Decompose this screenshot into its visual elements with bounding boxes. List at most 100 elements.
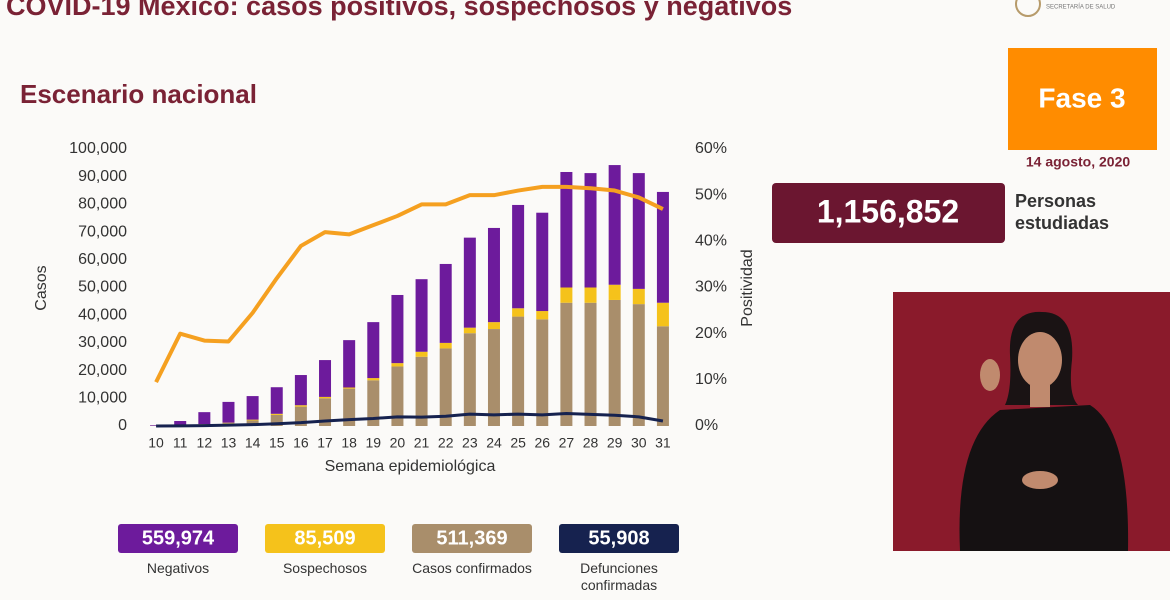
bar-segment xyxy=(367,378,380,381)
x-tick-label: 20 xyxy=(390,435,406,451)
y2-tick-label: 40% xyxy=(695,233,727,250)
y-tick-label: 30,000 xyxy=(78,334,127,351)
bar-segment xyxy=(367,322,380,379)
summary-label: Negativos xyxy=(146,560,210,576)
x-tick-label: 24 xyxy=(486,435,502,451)
bar-segment xyxy=(656,191,669,303)
x-tick-label: 12 xyxy=(197,435,213,451)
line xyxy=(156,412,664,428)
studied-box xyxy=(772,183,1005,243)
bar-segment xyxy=(536,319,549,426)
bar-segment xyxy=(391,366,404,426)
bar-segment xyxy=(608,165,621,285)
y-tick-label: 60,000 xyxy=(78,251,127,268)
summary-box xyxy=(412,524,532,553)
summary-box xyxy=(265,524,385,553)
bar-segment xyxy=(270,387,283,414)
bar-segment xyxy=(319,396,332,399)
y-tick-label: 40,000 xyxy=(78,306,127,323)
bar-segment xyxy=(439,263,452,343)
summary-value: 559,974 xyxy=(142,527,215,549)
bar-segment xyxy=(294,405,307,407)
phase-box xyxy=(1008,48,1157,150)
bar-segment xyxy=(632,304,645,426)
bar-segment xyxy=(270,414,283,426)
y-tick-label: 20,000 xyxy=(78,362,127,379)
bar-segment xyxy=(560,171,573,288)
bar-segment xyxy=(608,299,621,426)
bar-segment xyxy=(174,421,187,426)
bar-segment xyxy=(246,419,259,421)
agency: SECRETARÍA DE SALUD xyxy=(1046,4,1116,11)
y2-tick-label: 50% xyxy=(695,186,727,203)
x-tick-label: 21 xyxy=(414,435,430,451)
bar-segment xyxy=(439,342,452,349)
bar-segment xyxy=(415,351,428,357)
bar-segment xyxy=(463,333,476,426)
y-tick-label: 10,000 xyxy=(78,390,127,407)
chart-subtitle: Escenario nacional xyxy=(20,79,257,109)
x-tick-label: 11 xyxy=(173,435,188,451)
y2-tick-label: 10% xyxy=(695,371,727,388)
bar-segment xyxy=(367,380,380,426)
y-tick-label: 100,000 xyxy=(69,140,127,157)
x-tick-label: 31 xyxy=(655,435,671,451)
y-tick-label: 0 xyxy=(118,417,127,434)
summary-value: 511,369 xyxy=(436,527,507,549)
x-tick-label: 28 xyxy=(583,435,599,451)
slide-title: COVID-19 México: casos positivos, sospec… xyxy=(6,0,792,21)
x-tick-label: 30 xyxy=(631,435,647,451)
bar-segment xyxy=(343,388,356,426)
bar-segment xyxy=(584,287,597,303)
interpreter-video xyxy=(893,292,1170,551)
x-axis-label: Semana epidemiológica xyxy=(325,458,496,475)
x-tick-label: 15 xyxy=(269,435,285,451)
y-axis-label: Casos xyxy=(33,265,50,310)
y2-tick-label: 20% xyxy=(695,325,727,342)
logo xyxy=(1015,0,1041,17)
bar-segment xyxy=(343,387,356,389)
bar-segment xyxy=(319,360,332,397)
bar-segment xyxy=(536,311,549,320)
x-tick-label: 16 xyxy=(293,435,309,451)
summary-value: 85,509 xyxy=(294,527,355,549)
bar-segment xyxy=(463,237,476,328)
x-tick-label: 23 xyxy=(462,435,478,451)
bar-segment xyxy=(487,329,500,426)
bar-segment xyxy=(415,356,428,426)
bar-segment xyxy=(270,413,283,415)
date: 14 agosto, 2020 xyxy=(1026,154,1130,170)
y2-tick-label: 60% xyxy=(695,140,727,157)
y-tick-label: 80,000 xyxy=(78,196,127,213)
bar-segment xyxy=(391,294,404,364)
x-tick-label: 29 xyxy=(607,435,623,451)
bar-segment xyxy=(560,287,573,303)
y-tick-label: 50,000 xyxy=(78,279,127,296)
bar-segment xyxy=(487,322,500,330)
summary-label: Sospechosos xyxy=(282,560,368,576)
studied-total: 1,156,852 xyxy=(817,193,959,229)
summary-box xyxy=(118,524,238,553)
x-tick-label: 22 xyxy=(438,435,454,451)
y2-tick-label: 30% xyxy=(695,279,727,296)
bar-segment xyxy=(246,396,259,420)
x-tick-label: 14 xyxy=(245,435,261,451)
bar-segment xyxy=(632,173,645,289)
y2-axis-label: Positividad xyxy=(739,249,756,326)
summary-label: Defunciones confirmadas xyxy=(580,560,658,593)
bar-segment xyxy=(463,327,476,334)
summary-box xyxy=(559,524,679,553)
summary-value: 55,908 xyxy=(588,527,649,549)
bar-segment xyxy=(632,288,645,305)
bar-segment xyxy=(222,401,235,423)
bar-segment xyxy=(512,316,525,426)
bar-segment xyxy=(415,279,428,352)
x-tick-label: 19 xyxy=(366,435,382,451)
bar-segment xyxy=(536,212,549,312)
x-tick-label: 18 xyxy=(341,435,357,451)
x-tick-label: 13 xyxy=(221,435,237,451)
bar-segment xyxy=(294,375,307,406)
bar-segment xyxy=(512,204,525,309)
